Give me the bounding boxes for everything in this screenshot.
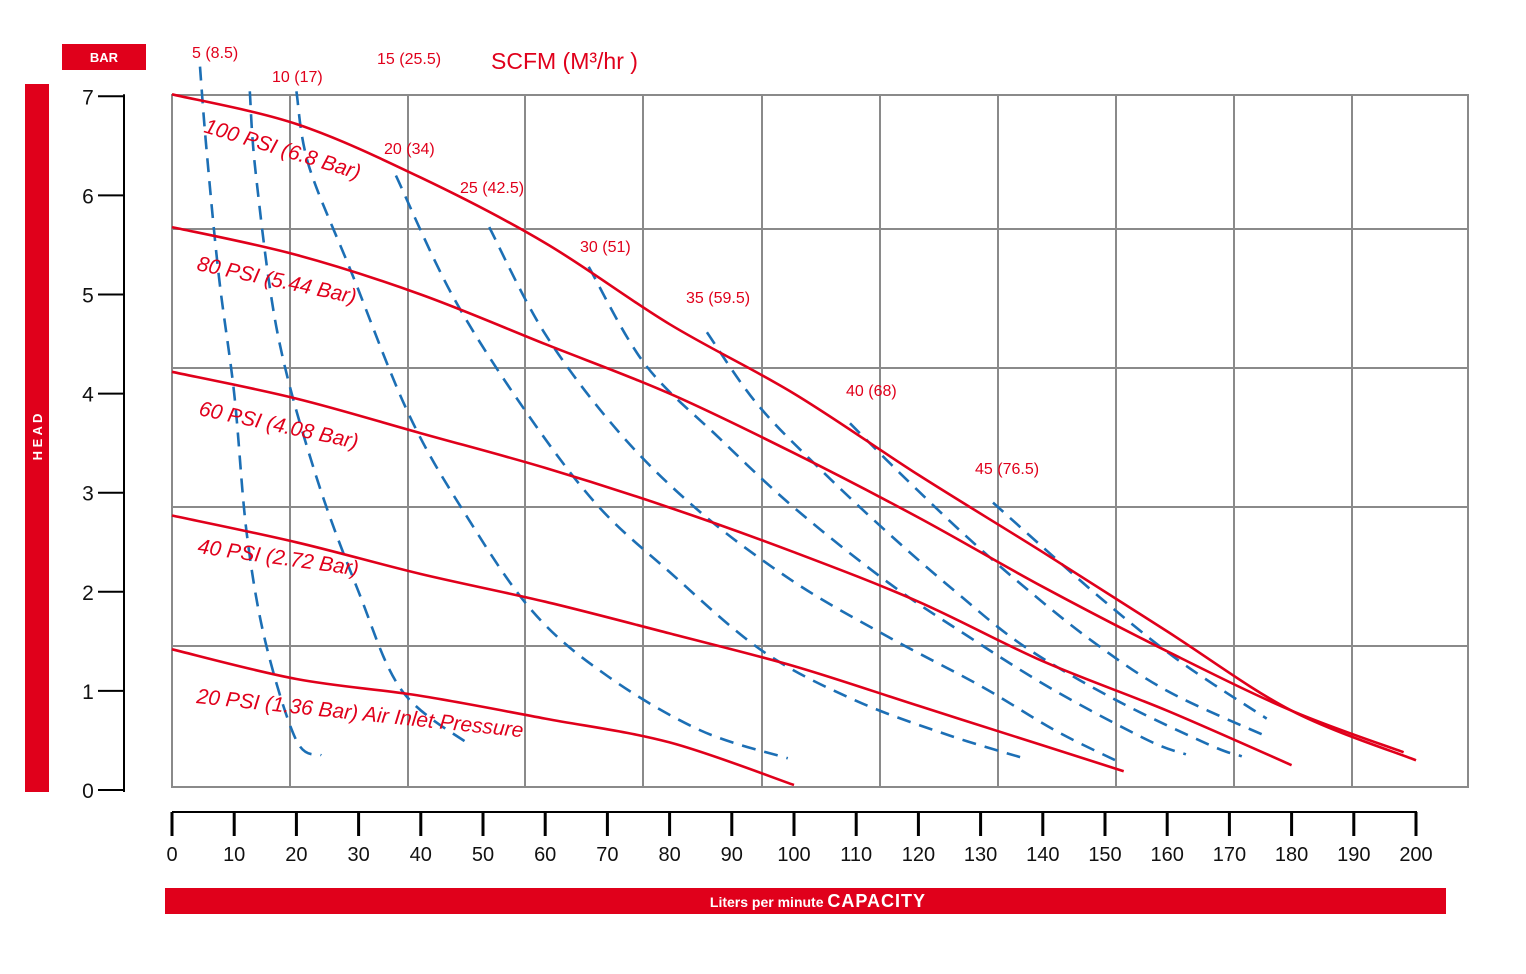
x-axis: 0 10 20 30 40 50 60 70 80 90 100 110 120 130 140 150 160… <box>166 811 1433 866</box>
air-series-label: 15 (25.5) <box>377 51 441 68</box>
air-series-label: 10 (17) <box>272 69 323 86</box>
y-tick-label: 3 <box>82 483 94 506</box>
air-series-label: 35 (59.5) <box>686 290 750 307</box>
pressure-curve-line <box>171 514 1125 773</box>
air-series-label: 25 (42.5) <box>460 180 524 197</box>
capacity-axis-bar <box>165 888 1446 914</box>
x-tick-label: 170 <box>1213 844 1246 866</box>
x-tick-label: 150 <box>1088 844 1121 866</box>
bar-unit-label: BAR <box>90 50 119 65</box>
x-tick-label: 140 <box>1026 844 1059 866</box>
pressure-series-label: 20 PSI (1.36 Bar) Air Inlet Pressure <box>194 685 524 742</box>
pressure-curve-line <box>171 370 1293 767</box>
capacity-label-prefix: Liters per minute <box>710 894 827 910</box>
air-series-label: 45 (76.5) <box>975 461 1039 478</box>
pressure-curve-line <box>171 648 795 787</box>
head-label: H E A D <box>30 414 45 461</box>
air-series-label: 20 (34) <box>384 141 435 158</box>
x-tick-label: 180 <box>1275 844 1308 866</box>
y-tick-label: 0 <box>82 780 94 803</box>
pressure-curves <box>171 93 1417 787</box>
x-tick-label: 130 <box>964 844 997 866</box>
x-tick-label: 200 <box>1399 844 1432 866</box>
x-tick-label: 20 <box>285 844 307 866</box>
grid <box>171 94 1469 788</box>
pressure-series-label: 100 PSI (6.8 Bar) <box>202 115 364 184</box>
x-tick-label: 50 <box>472 844 494 866</box>
air-consumption-curves <box>198 66 1268 763</box>
x-tick-label: 70 <box>596 844 618 866</box>
x-tick-label: 110 <box>840 844 872 866</box>
capacity-label-bold: CAPACITY <box>827 891 926 911</box>
y-tick-label: 4 <box>82 384 94 407</box>
y-tick-label: 6 <box>82 185 94 208</box>
pressure-series-label: 40 PSI (2.72 Bar) <box>196 535 360 580</box>
y-tick-label: 1 <box>82 681 94 704</box>
x-tick-label: 40 <box>410 844 432 866</box>
y-tick-label: 5 <box>82 285 94 308</box>
x-tick-label: 120 <box>902 844 935 866</box>
x-tick-label: 60 <box>534 844 556 866</box>
y-axis: 0 1 2 3 4 5 6 7 <box>82 86 125 803</box>
pressure-curve-line <box>171 225 1405 754</box>
x-tick-label: 30 <box>347 844 369 866</box>
air-curve-line <box>587 266 1187 756</box>
capacity-label: Liters per minute CAPACITY <box>710 891 926 911</box>
x-tick-label: 90 <box>721 844 743 866</box>
plot-frame <box>171 94 1469 788</box>
air-curve-line <box>295 91 789 760</box>
air-curve-line <box>992 501 1268 720</box>
air-curve-line <box>394 175 1025 760</box>
y-tick-label: 7 <box>82 86 94 109</box>
x-tick-label: 0 <box>166 844 177 866</box>
head-axis-bar <box>25 84 49 792</box>
x-tick-label: 190 <box>1337 844 1370 866</box>
air-curve-line <box>849 422 1268 738</box>
pressure-curve-line <box>171 93 1417 762</box>
air-series-label: 40 (68) <box>846 383 897 400</box>
y-tick-label: 2 <box>82 582 94 605</box>
pressure-series-label: 60 PSI (4.08 Bar) <box>197 397 360 453</box>
x-tick-label: 10 <box>223 844 245 866</box>
x-tick-label: 80 <box>658 844 680 866</box>
bar-unit-badge <box>62 44 146 70</box>
air-series-label: 5 (8.5) <box>192 45 238 62</box>
x-tick-label: 160 <box>1151 844 1184 866</box>
air-curve-line <box>488 226 1118 763</box>
x-tick-label: 100 <box>777 844 810 866</box>
scfm-title: SCFM (M³/hr ) <box>491 48 638 74</box>
air-curve-line <box>198 66 322 757</box>
air-series-label: 30 (51) <box>580 239 631 256</box>
